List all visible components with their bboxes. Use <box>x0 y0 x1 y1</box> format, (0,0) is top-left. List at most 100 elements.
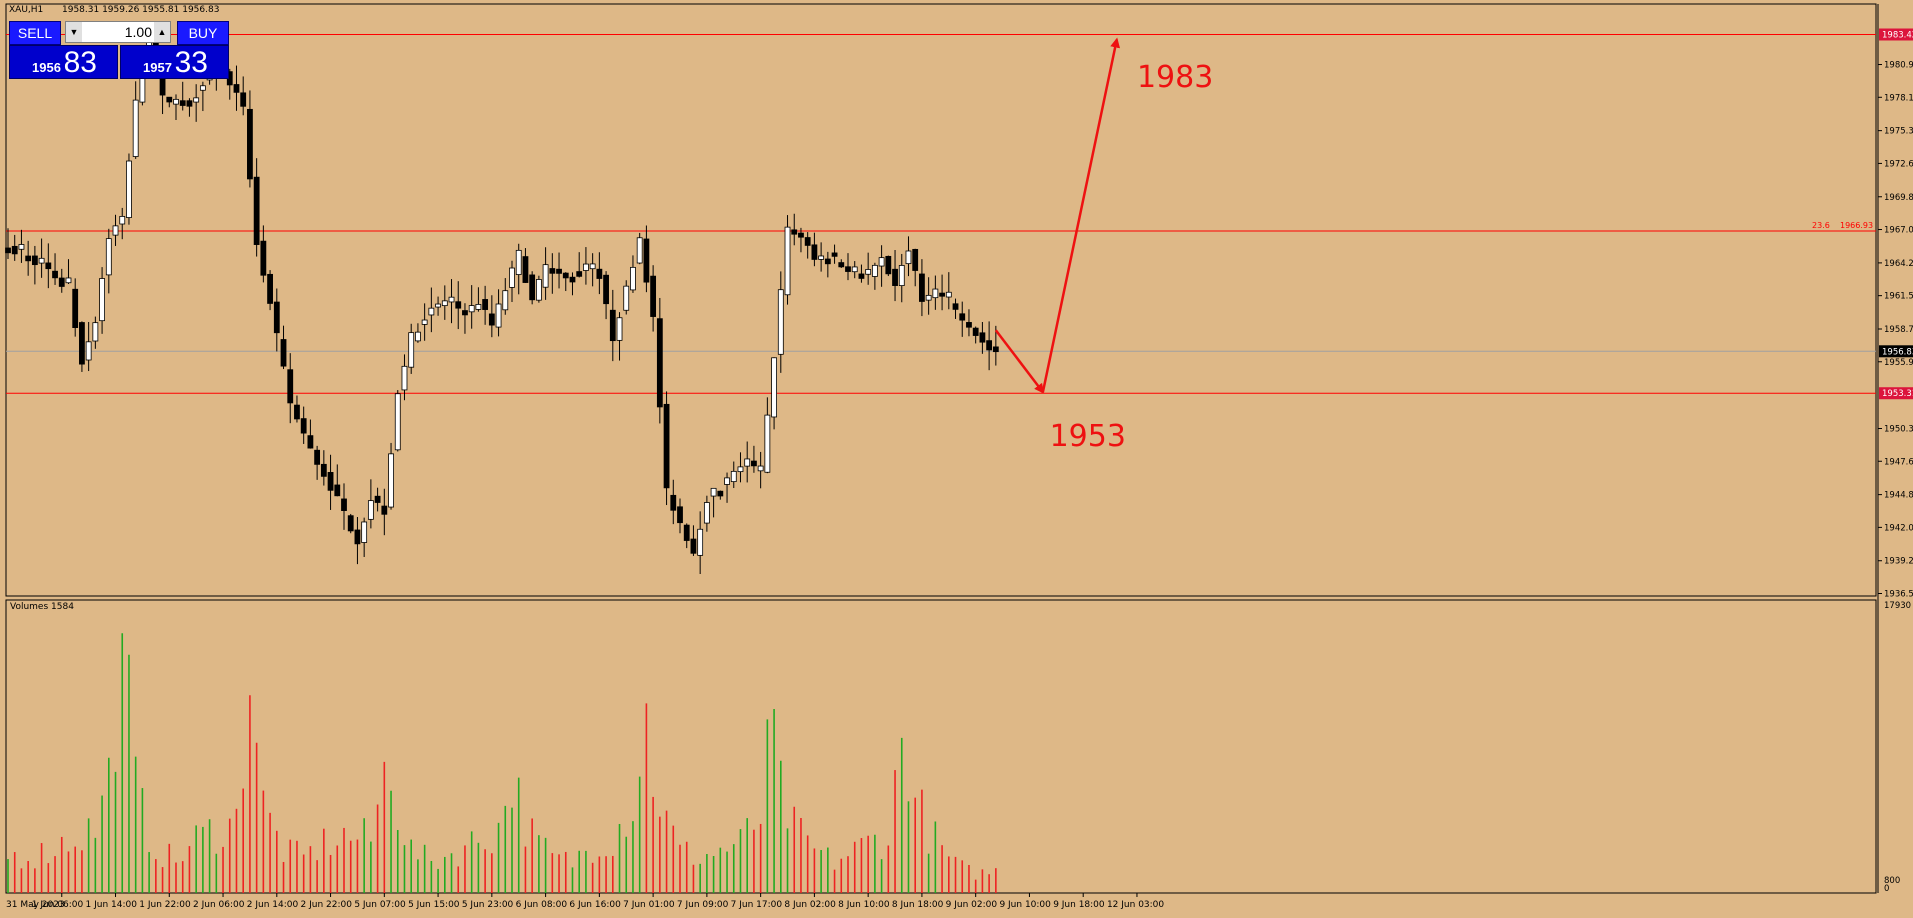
candle <box>757 451 764 489</box>
candle <box>939 274 945 311</box>
candle <box>630 255 636 293</box>
candle-body <box>730 470 737 483</box>
candle <box>495 289 502 337</box>
forecast-arrow <box>994 329 1045 394</box>
candle-body <box>737 466 744 473</box>
level-price-label: 1953.31 <box>1882 389 1913 399</box>
candle <box>253 158 260 257</box>
candle <box>912 248 919 287</box>
candle-body <box>898 265 905 287</box>
candle <box>179 81 186 111</box>
candle <box>865 252 872 285</box>
candle-body <box>394 393 401 451</box>
candle-body <box>173 98 179 105</box>
candle-body <box>932 288 939 299</box>
candle <box>45 243 52 289</box>
y-tick-label: 1939.25 <box>1884 557 1913 567</box>
candle-body <box>945 291 952 298</box>
lot-decrease-icon[interactable]: ▼ <box>66 22 82 42</box>
lot-increase-icon[interactable]: ▲ <box>154 22 170 42</box>
current-price-label: 1956.83 <box>1882 347 1913 357</box>
candle-body <box>845 266 851 272</box>
y-tick-label: 1961.50 <box>1884 292 1913 302</box>
candle-body <box>462 310 468 316</box>
candle-body <box>495 303 502 328</box>
buy-price[interactable]: 1957 33 <box>120 45 229 79</box>
candle <box>287 353 294 424</box>
buy-button[interactable]: BUY <box>177 21 229 45</box>
y-tick-label: 1958.70 <box>1884 325 1913 335</box>
candle <box>488 295 495 338</box>
candle <box>986 321 993 371</box>
candle <box>367 479 374 529</box>
candle-body <box>509 267 515 288</box>
candle <box>341 483 347 530</box>
candle <box>650 265 657 332</box>
x-tick-label: 2 Jun 14:00 <box>247 900 299 910</box>
candle <box>448 279 455 324</box>
y-tick-label: 1975.35 <box>1884 127 1913 137</box>
candle <box>428 287 435 333</box>
candle-body <box>885 255 892 275</box>
candle <box>576 252 583 278</box>
candle-body <box>341 498 347 511</box>
candle <box>724 472 730 503</box>
candle-body <box>31 255 38 266</box>
y-tick-label: 1942.05 <box>1884 523 1913 533</box>
y-tick-label: 1936.50 <box>1884 590 1913 600</box>
y-tick-label: 1972.60 <box>1884 159 1913 169</box>
candle-body <box>38 257 45 264</box>
candle-body <box>112 225 119 236</box>
one-click-trading-panel: SELL ▼ 1.00 ▲ BUY 1956 83 1957 33 <box>9 21 229 79</box>
candle-body <box>992 346 999 353</box>
candle <box>529 271 536 305</box>
candle-body <box>703 502 710 524</box>
candle-body <box>435 303 441 308</box>
candle <box>623 280 630 315</box>
candle-body <box>858 273 865 279</box>
forecast-arrows[interactable]: 1983 1953 <box>994 37 1213 454</box>
candle-body <box>186 100 193 107</box>
lot-size-field[interactable]: ▼ 1.00 ▲ <box>65 21 171 43</box>
x-tick-label: 5 Jun 23:00 <box>462 900 514 910</box>
candle-body <box>448 296 455 303</box>
candle <box>92 316 99 349</box>
candle-body <box>132 99 139 157</box>
candle <box>677 498 683 534</box>
volume-tick-label: 17930 <box>1884 601 1911 611</box>
candle <box>522 248 529 283</box>
candle-body <box>388 453 394 508</box>
symbol-label: XAU,H1 <box>9 5 43 15</box>
lot-size-value[interactable]: 1.00 <box>124 24 152 40</box>
candle <box>119 207 126 240</box>
candle-body <box>979 332 986 343</box>
x-tick-label: 9 Jun 02:00 <box>946 900 998 910</box>
x-tick-label: 1 Jun 14:00 <box>86 900 138 910</box>
candle-body <box>589 263 596 270</box>
candle <box>394 390 401 452</box>
sell-price[interactable]: 1956 83 <box>9 45 118 79</box>
candle <box>831 244 838 264</box>
candle <box>878 245 885 287</box>
candle-body <box>415 331 421 342</box>
x-tick-label: 6 Jun 08:00 <box>516 900 568 910</box>
horizontal-levels[interactable]: 23.6 1966.93 <box>6 34 1876 394</box>
level-price-box <box>1879 28 1913 41</box>
candle <box>925 277 932 315</box>
sell-button[interactable]: SELL <box>9 21 61 45</box>
candle <box>307 419 314 449</box>
candle <box>320 450 327 486</box>
x-tick-label: 6 Jun 16:00 <box>569 900 621 910</box>
candle-body <box>744 458 751 467</box>
candle <box>186 98 193 117</box>
ohlc-label: 1958.31 1959.26 1955.81 1956.83 <box>62 5 219 15</box>
candle <box>784 215 791 305</box>
candle <box>609 289 616 362</box>
candle-body <box>643 238 650 283</box>
candle <box>294 395 300 423</box>
volumes-title: Volumes 1584 <box>10 602 74 612</box>
candle-body <box>273 301 280 334</box>
candle <box>542 247 549 300</box>
candle <box>898 253 905 303</box>
